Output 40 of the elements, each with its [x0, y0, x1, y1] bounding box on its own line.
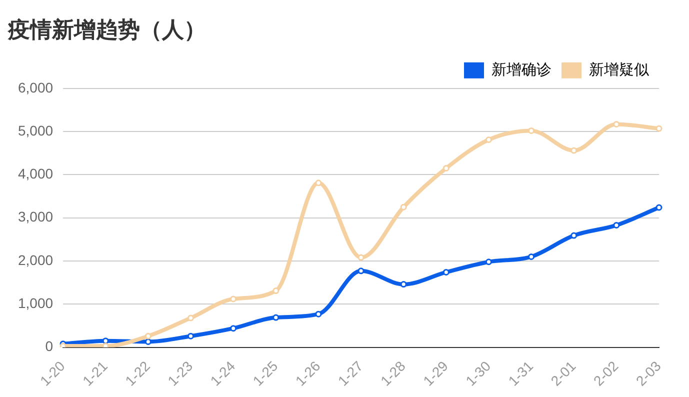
- point: [358, 254, 364, 261]
- point: [656, 125, 662, 132]
- y-tick-label: 2,000: [18, 252, 54, 268]
- point: [613, 120, 620, 128]
- point: [102, 342, 109, 348]
- point: [570, 232, 578, 239]
- chart-title: 疫情新增趋势（人）: [7, 16, 206, 43]
- point: [528, 127, 535, 134]
- point: [144, 338, 152, 345]
- point: [400, 204, 407, 210]
- x-tick-label: 1-21: [79, 358, 111, 389]
- point: [400, 281, 407, 288]
- point: [442, 164, 450, 172]
- y-tick-label: 5,000: [18, 122, 54, 138]
- point: [272, 314, 280, 321]
- legend-label: 新增确诊: [492, 62, 552, 79]
- point: [358, 268, 364, 274]
- point: [613, 222, 620, 228]
- point: [528, 253, 535, 260]
- point: [187, 314, 194, 322]
- x-tick-label: 1-31: [505, 358, 536, 389]
- point: [442, 268, 450, 276]
- point: [485, 258, 492, 266]
- point: [144, 332, 152, 340]
- y-tick-label: 0: [45, 338, 54, 354]
- point: [230, 296, 237, 302]
- point: [656, 204, 662, 211]
- y-tick-label: 4,000: [18, 166, 54, 182]
- point: [230, 325, 237, 332]
- point: [315, 180, 322, 186]
- point: [315, 310, 322, 318]
- y-tick-label: 6,000: [18, 79, 54, 96]
- y-tick-label: 3,000: [18, 208, 54, 225]
- point: [570, 147, 578, 154]
- point: [272, 288, 280, 294]
- legend-label: 新增疑似: [589, 62, 649, 79]
- point: [187, 332, 194, 340]
- point: [485, 136, 492, 143]
- y-tick-label: 1,000: [18, 295, 54, 312]
- point: [102, 338, 109, 344]
